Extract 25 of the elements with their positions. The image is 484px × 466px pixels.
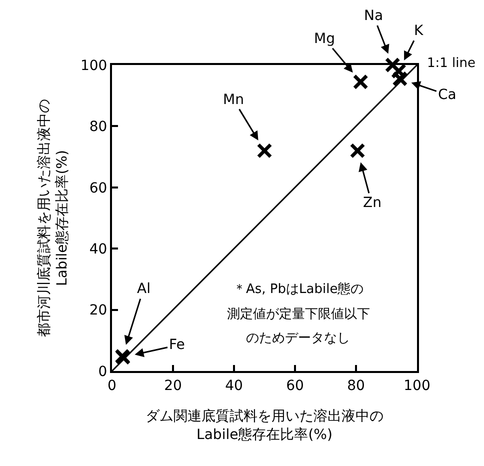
annotation: Ca bbox=[438, 87, 456, 103]
y-tick-label: 80 bbox=[89, 119, 108, 136]
annotation: のためデータなし bbox=[246, 331, 350, 346]
annotation: Mn bbox=[223, 92, 244, 108]
y-axis-title: 都市河川底質試料を用いた溶出液中の Labile態存在比率(%) bbox=[36, 99, 71, 337]
x-axis-title: ダム関連底質試料を用いた溶出液中の Labile態存在比率(%) bbox=[146, 408, 384, 443]
annotation: K bbox=[414, 23, 424, 39]
y-tick-label: 60 bbox=[89, 180, 108, 196]
annotation: Mg bbox=[314, 31, 335, 47]
annotation: Na bbox=[364, 8, 384, 24]
x-tick-label: 80 bbox=[347, 378, 365, 394]
y-tick-label: 40 bbox=[89, 242, 108, 258]
y-tick-label: 100 bbox=[80, 58, 108, 74]
x-tick-label: 60 bbox=[286, 378, 304, 394]
annotation: Fe bbox=[169, 337, 185, 353]
annotation: Al bbox=[137, 281, 150, 297]
x-tick-label: 40 bbox=[225, 378, 243, 394]
x-tick-label: 20 bbox=[164, 378, 182, 394]
annotation: ＊As, PbはLabile態の bbox=[233, 282, 364, 297]
annotation: 1:1 line bbox=[427, 56, 476, 71]
y-tick-label: 0 bbox=[98, 364, 108, 380]
x-tick-label: 100 bbox=[404, 378, 430, 394]
y-tick-label: 20 bbox=[89, 302, 108, 319]
annotation: Zn bbox=[363, 195, 382, 211]
annotation: 測定値が定量下限値以下 bbox=[227, 307, 370, 322]
